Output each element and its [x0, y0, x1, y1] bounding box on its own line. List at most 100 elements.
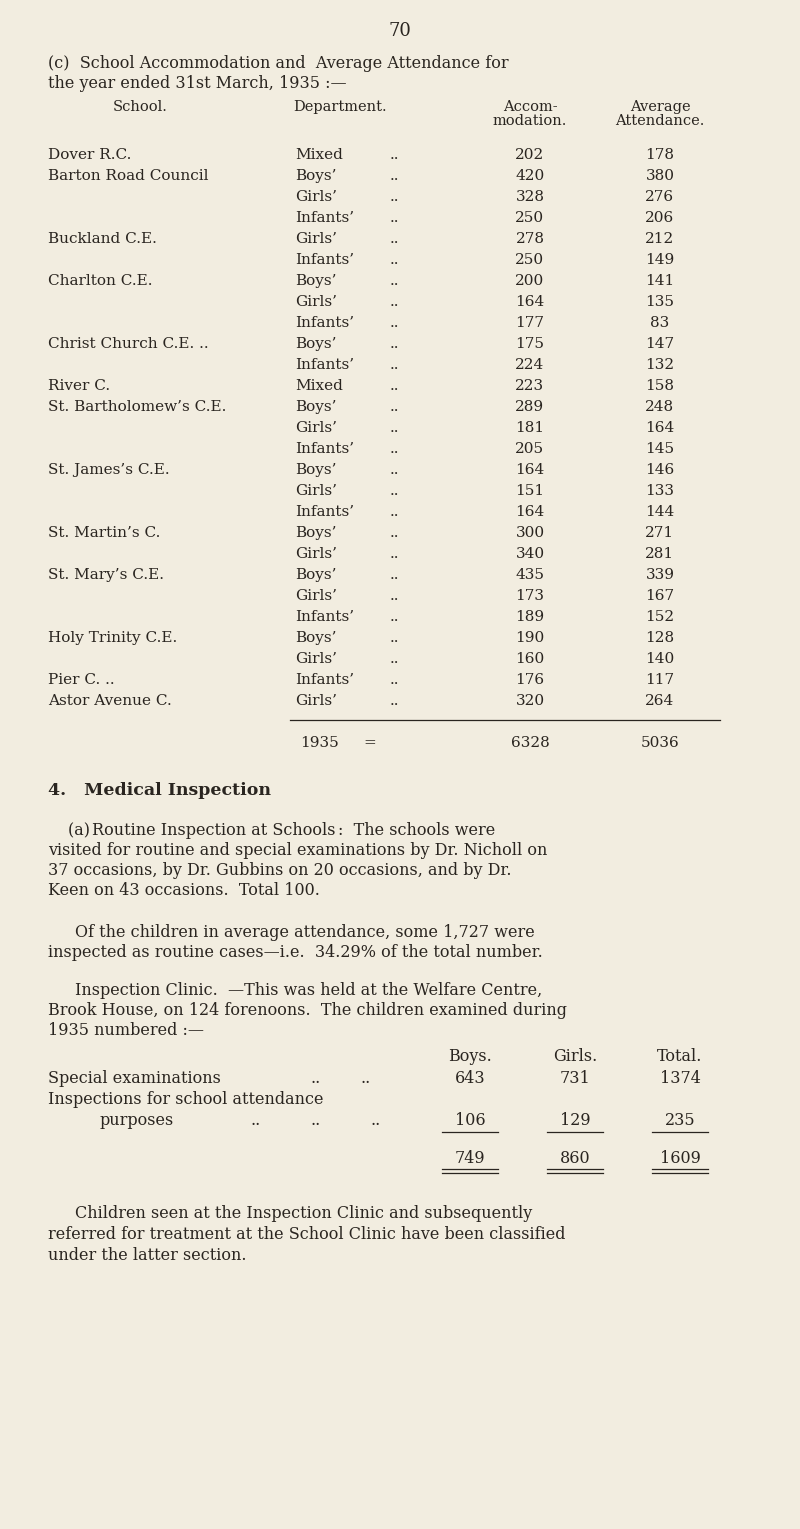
Text: Of the children in average attendance, some 1,727 were: Of the children in average attendance, s… [75, 924, 534, 940]
Text: Buckland C.E.: Buckland C.E. [48, 232, 157, 246]
Text: 135: 135 [646, 295, 674, 309]
Text: 6328: 6328 [510, 735, 550, 751]
Text: 212: 212 [646, 232, 674, 246]
Text: 860: 860 [560, 1150, 590, 1167]
Text: ..: .. [390, 610, 399, 624]
Text: Boys’: Boys’ [295, 567, 337, 583]
Text: 117: 117 [646, 673, 674, 687]
Text: 175: 175 [515, 336, 545, 352]
Text: ..: .. [390, 589, 399, 602]
Text: 140: 140 [646, 651, 674, 667]
Text: :  The schools were: : The schools were [338, 823, 495, 839]
Text: ..: .. [390, 485, 399, 498]
Text: 164: 164 [646, 420, 674, 434]
Text: ..: .. [390, 442, 399, 456]
Text: 160: 160 [515, 651, 545, 667]
Text: ..: .. [390, 401, 399, 414]
Text: Boys’: Boys’ [295, 274, 337, 287]
Text: 128: 128 [646, 631, 674, 645]
Text: ..: .. [390, 317, 399, 330]
Text: Girls’: Girls’ [295, 651, 337, 667]
Text: Boys’: Boys’ [295, 463, 337, 477]
Text: 141: 141 [646, 274, 674, 287]
Text: referred for treatment at the School Clinic have been classified: referred for treatment at the School Cli… [48, 1226, 566, 1243]
Text: Special examinations: Special examinations [48, 1070, 221, 1087]
Text: Infants’: Infants’ [295, 673, 354, 687]
Text: Mixed: Mixed [295, 148, 343, 162]
Text: ..: .. [390, 336, 399, 352]
Text: 164: 164 [515, 295, 545, 309]
Text: Charlton C.E.: Charlton C.E. [48, 274, 153, 287]
Text: 5036: 5036 [641, 735, 679, 751]
Text: 643: 643 [454, 1070, 486, 1087]
Text: Holy Trinity C.E.: Holy Trinity C.E. [48, 631, 178, 645]
Text: 278: 278 [515, 232, 545, 246]
Text: ..: .. [390, 252, 399, 268]
Text: 1609: 1609 [659, 1150, 701, 1167]
Text: St. Bartholomew’s C.E.: St. Bartholomew’s C.E. [48, 401, 226, 414]
Text: Average: Average [630, 99, 690, 115]
Text: Christ Church C.E. ..: Christ Church C.E. .. [48, 336, 209, 352]
Text: 147: 147 [646, 336, 674, 352]
Text: 749: 749 [454, 1150, 486, 1167]
Text: Boys.: Boys. [448, 1047, 492, 1066]
Text: 151: 151 [515, 485, 545, 498]
Text: 149: 149 [646, 252, 674, 268]
Text: 264: 264 [646, 694, 674, 708]
Text: ..: .. [370, 1112, 380, 1128]
Text: ..: .. [360, 1070, 370, 1087]
Text: 224: 224 [515, 358, 545, 372]
Text: ..: .. [390, 379, 399, 393]
Text: the year ended 31st March, 1935 :—: the year ended 31st March, 1935 :— [48, 75, 346, 92]
Text: 145: 145 [646, 442, 674, 456]
Text: 176: 176 [515, 673, 545, 687]
Text: St. Mary’s C.E.: St. Mary’s C.E. [48, 567, 164, 583]
Text: 146: 146 [646, 463, 674, 477]
Text: 106: 106 [454, 1112, 486, 1128]
Text: Girls’: Girls’ [295, 589, 337, 602]
Text: visited for routine and special examinations by Dr. Nicholl on: visited for routine and special examinat… [48, 842, 547, 859]
Text: 177: 177 [515, 317, 545, 330]
Text: ..: .. [390, 170, 399, 183]
Text: Boys’: Boys’ [295, 336, 337, 352]
Text: 281: 281 [646, 547, 674, 561]
Text: 731: 731 [560, 1070, 590, 1087]
Text: River C.: River C. [48, 379, 110, 393]
Text: 435: 435 [515, 567, 545, 583]
Text: ..: .. [390, 547, 399, 561]
Text: 129: 129 [560, 1112, 590, 1128]
Text: St. James’s C.E.: St. James’s C.E. [48, 463, 170, 477]
Text: Children seen at the Inspection Clinic and subsequently: Children seen at the Inspection Clinic a… [75, 1205, 532, 1222]
Text: 289: 289 [515, 401, 545, 414]
Text: 83: 83 [650, 317, 670, 330]
Text: ..: .. [390, 651, 399, 667]
Text: Routine Inspection at Schools: Routine Inspection at Schools [92, 823, 335, 839]
Text: Mixed: Mixed [295, 379, 343, 393]
Text: Brook House, on 124 forenoons.  The children examined during: Brook House, on 124 forenoons. The child… [48, 1001, 567, 1018]
Text: 164: 164 [515, 463, 545, 477]
Text: 250: 250 [515, 252, 545, 268]
Text: Attendance.: Attendance. [615, 115, 705, 128]
Text: Boys’: Boys’ [295, 631, 337, 645]
Text: 271: 271 [646, 526, 674, 540]
Text: =: = [364, 735, 376, 751]
Text: 1374: 1374 [659, 1070, 701, 1087]
Text: Girls’: Girls’ [295, 190, 337, 203]
Text: 152: 152 [646, 610, 674, 624]
Text: Infants’: Infants’ [295, 442, 354, 456]
Text: Infants’: Infants’ [295, 505, 354, 518]
Text: 248: 248 [646, 401, 674, 414]
Text: ..: .. [310, 1112, 320, 1128]
Text: ..: .. [390, 211, 399, 225]
Text: Infants’: Infants’ [295, 211, 354, 225]
Text: inspected as routine cases—i.e.  34.29% of the total number.: inspected as routine cases—i.e. 34.29% o… [48, 943, 542, 962]
Text: 189: 189 [515, 610, 545, 624]
Text: ..: .. [390, 694, 399, 708]
Text: 223: 223 [515, 379, 545, 393]
Text: 173: 173 [515, 589, 545, 602]
Text: Girls’: Girls’ [295, 547, 337, 561]
Text: ..: .. [390, 148, 399, 162]
Text: 339: 339 [646, 567, 674, 583]
Text: 200: 200 [515, 274, 545, 287]
Text: Total.: Total. [658, 1047, 702, 1066]
